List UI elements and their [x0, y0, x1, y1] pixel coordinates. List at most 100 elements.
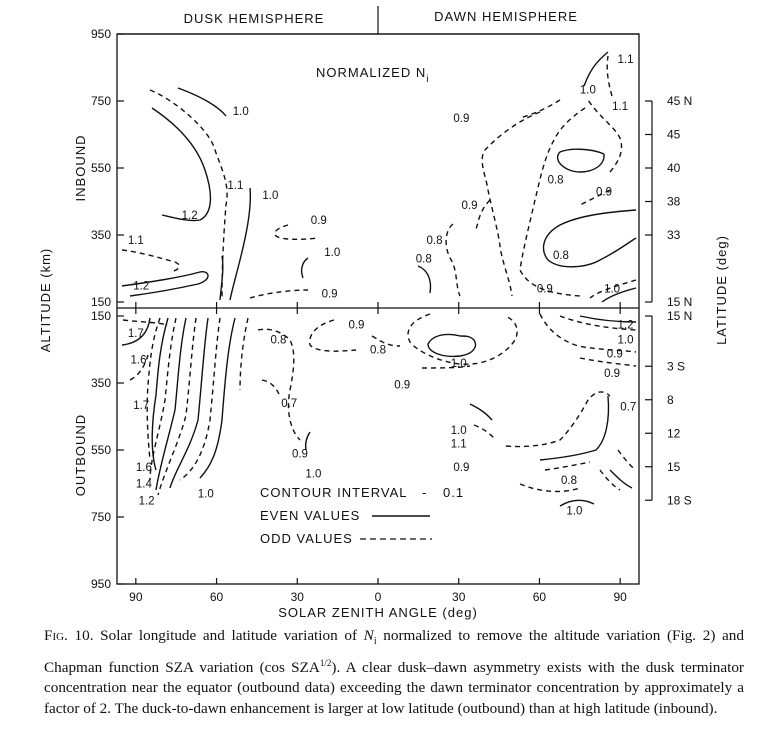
contour-line — [617, 449, 637, 471]
contour-line — [129, 354, 149, 381]
x-tick-label: 30 — [291, 590, 305, 604]
contour-line — [151, 317, 169, 471]
x-tick-label: 90 — [613, 590, 627, 604]
contour-label: 1.1 — [612, 101, 628, 113]
contour-line — [559, 499, 595, 507]
contour-label: 1.1 — [227, 180, 243, 192]
contour-chart: DUSK HEMISPHERE DAWN HEMISPHERE NORMALIZ… — [38, 6, 729, 620]
contour-label: 0.8 — [561, 475, 577, 487]
x-tick-label: 60 — [210, 590, 224, 604]
contour-label: 0.8 — [270, 334, 286, 346]
contour-label: 0.9 — [292, 448, 308, 460]
contour-label: 0.7 — [281, 398, 297, 410]
contour-line — [151, 107, 212, 222]
contour-line — [149, 317, 177, 481]
contour-line — [539, 395, 610, 461]
contour-line — [257, 328, 301, 441]
contour-label: 0.7 — [620, 401, 636, 413]
contour-label: 0.9 — [394, 380, 410, 392]
inbound-y-tick-label: 350 — [91, 228, 111, 242]
contour-line — [249, 289, 309, 299]
contour-label: 1.2 — [133, 280, 149, 292]
contour-line — [309, 319, 357, 352]
contour-label: 1.6 — [131, 355, 147, 367]
contour-label: 0.8 — [427, 235, 443, 247]
outbound-y-tick-label: 950 — [91, 577, 111, 591]
contour-label: 1.0 — [262, 190, 278, 202]
dawn-hemisphere-label: DAWN HEMISPHERE — [434, 9, 578, 24]
contour-line — [304, 431, 311, 451]
contour-line — [300, 257, 309, 279]
contour-label: 0.9 — [604, 368, 620, 380]
contour-label: 0.9 — [311, 215, 327, 227]
contour-line — [371, 335, 401, 347]
contour-label: 0.9 — [537, 284, 553, 296]
latitude-tick-label: 3 S — [667, 359, 685, 373]
contour-line — [177, 87, 227, 117]
caption-text-1: Solar longitude and latitude variation o… — [93, 627, 364, 644]
contour-line — [542, 209, 637, 268]
outbound-y-tick-label: 750 — [91, 510, 111, 524]
contour-line — [474, 199, 491, 233]
contour-label: 0.9 — [607, 349, 623, 361]
outbound-y-tick-label: 550 — [91, 443, 111, 457]
caption-n-sub: i — [373, 636, 377, 648]
contour-line — [146, 317, 161, 461]
contour-label: 0.8 — [416, 253, 432, 265]
contour-label: 0.8 — [370, 345, 386, 357]
contour-line — [121, 271, 209, 297]
x-tick-label: 90 — [129, 590, 143, 604]
latitude-tick-label: 18 S — [667, 493, 692, 507]
contour-line — [599, 469, 621, 491]
contour-line — [519, 99, 561, 119]
x-tick-label: 60 — [533, 590, 547, 604]
contour-line — [219, 255, 224, 301]
contour-line — [601, 287, 637, 303]
contour-line — [407, 313, 518, 365]
right-axis-label: LATITUDE (deg) — [714, 235, 729, 345]
outbound-y-tick-label: 150 — [91, 309, 111, 323]
contour-line — [589, 279, 637, 299]
contour-label: 0.9 — [348, 319, 364, 331]
figure-caption: Fig. 10. Solar longitude and latitude va… — [44, 626, 744, 719]
contour-label: 1.2 — [139, 495, 155, 507]
contour-line — [421, 365, 471, 369]
contour-line — [473, 424, 495, 439]
contour-line — [239, 317, 249, 391]
contour-label: 1.2 — [182, 210, 198, 222]
contour-line — [445, 223, 461, 297]
caption-n: N — [363, 627, 374, 644]
contour-label: 1.0 — [233, 106, 249, 118]
contour-line — [539, 313, 637, 353]
contour-line — [519, 483, 581, 493]
contour-line — [199, 317, 236, 479]
contour-label: 0.8 — [548, 175, 564, 187]
contour-label: 1.6 — [136, 462, 152, 474]
inbound-y-tick-label: 550 — [91, 161, 111, 175]
latitude-tick-label: 15 — [667, 460, 681, 474]
contour-label: 1.0 — [604, 284, 620, 296]
inbound-y-tick-label: 750 — [91, 94, 111, 108]
contour-line — [469, 403, 493, 421]
title-subscript: i — [426, 74, 429, 85]
contour-label: 1.1 — [618, 54, 634, 66]
contour-line — [427, 333, 477, 358]
contour-line — [122, 319, 169, 326]
inbound-label: INBOUND — [73, 135, 88, 202]
contour-label: 0.8 — [553, 250, 569, 262]
legend-interval-value: 0.1 — [443, 485, 464, 500]
legend-interval-label: CONTOUR INTERVAL — [260, 485, 407, 500]
latitude-tick-label: 15 N — [667, 295, 692, 309]
contour-label: 1.0 — [566, 505, 582, 517]
caption-text-2: normalized to remove the altitude variat… — [44, 627, 744, 676]
contour-label: 1.7 — [133, 400, 149, 412]
contour-label: 1.0 — [451, 358, 467, 370]
contour-line — [261, 379, 281, 397]
outbound-y-tick-label: 350 — [91, 376, 111, 390]
dusk-hemisphere-label: DUSK HEMISPHERE — [184, 11, 325, 26]
caption-power: 1/2 — [319, 657, 332, 668]
contour-line — [155, 317, 187, 491]
contour-line — [274, 224, 319, 241]
y-axis-label: ALTITUDE (km) — [38, 248, 53, 352]
latitude-tick-label: 45 — [667, 128, 681, 142]
